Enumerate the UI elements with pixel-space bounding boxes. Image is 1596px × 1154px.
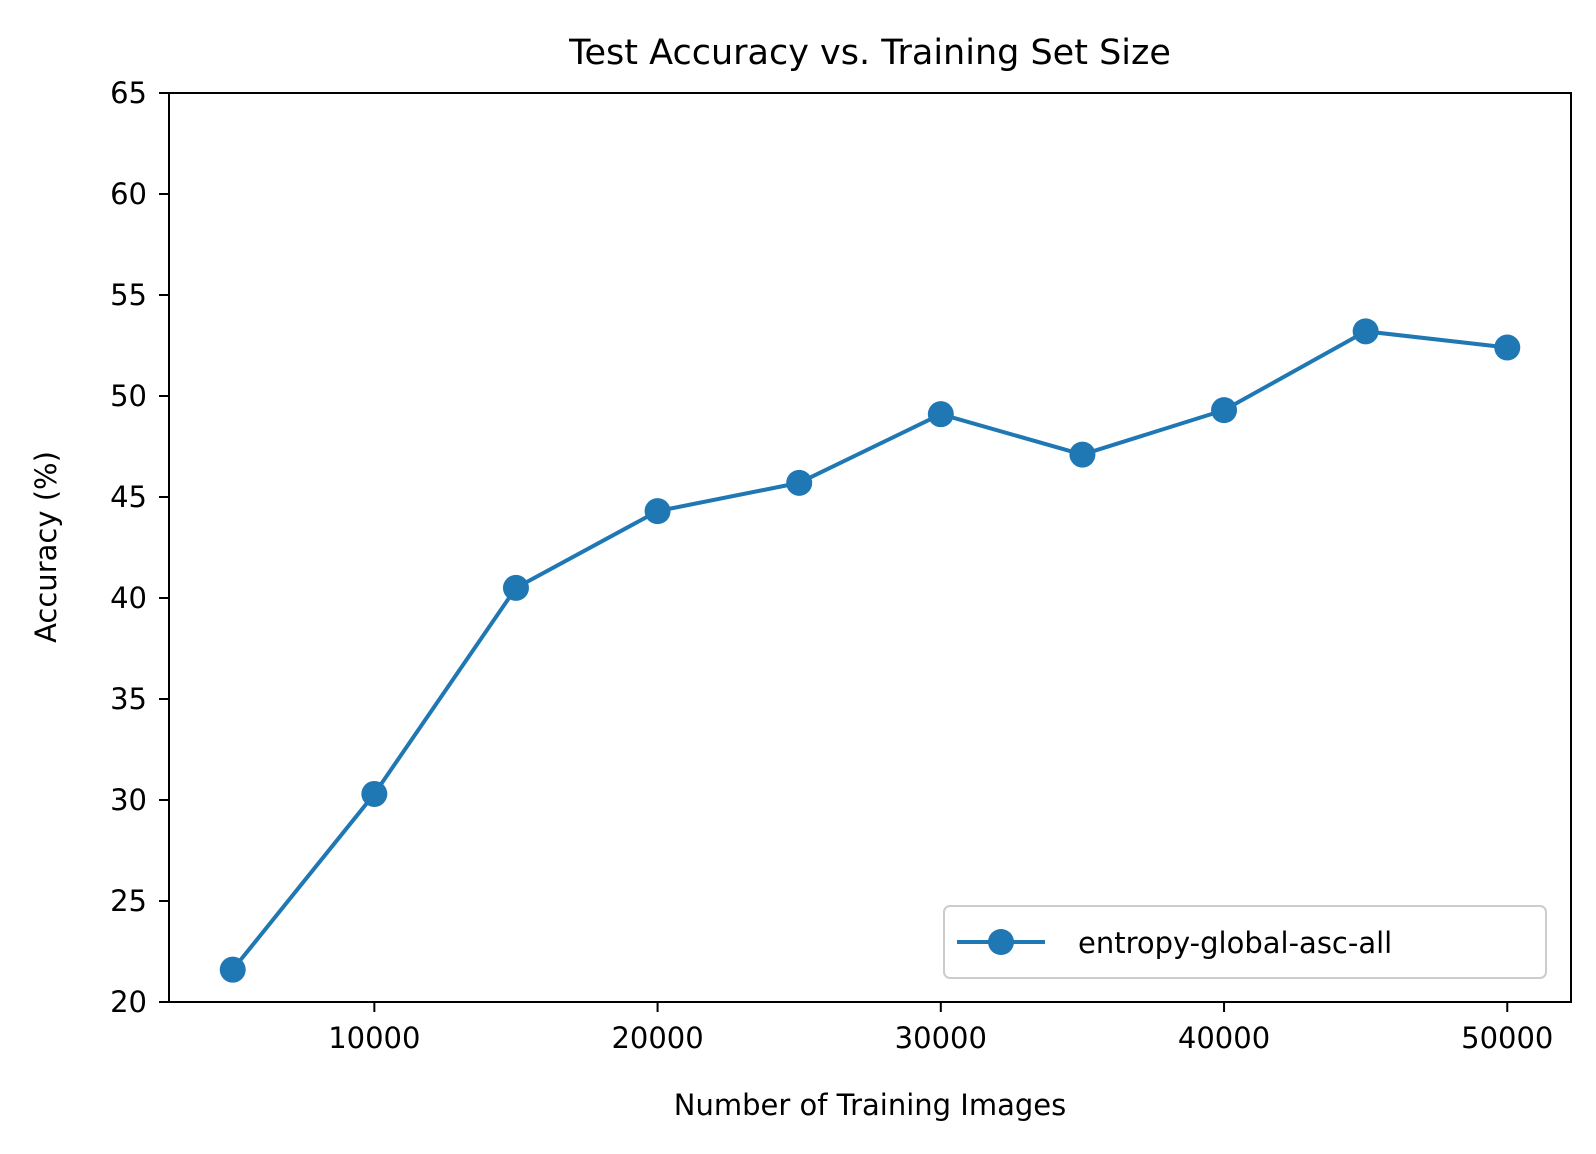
data-point: [361, 780, 388, 807]
y-tick-label: 60: [110, 177, 147, 211]
y-tick-label: 20: [110, 985, 147, 1019]
x-tick-label: 50000: [1461, 1021, 1553, 1055]
data-point: [644, 498, 671, 525]
legend-label: entropy-global-asc-all: [1078, 926, 1392, 960]
y-tick-label: 45: [110, 480, 147, 514]
y-tick-label: 40: [110, 581, 147, 615]
chart-title: Test Accuracy vs. Training Set Size: [568, 33, 1171, 73]
y-axis-title: Accuracy (%): [29, 451, 63, 643]
y-tick-label: 30: [110, 783, 147, 817]
y-axis-ticks: 20 25 30 35 40 45 50 55 60 65: [110, 76, 169, 1019]
x-axis-title: Number of Training Images: [674, 1088, 1066, 1122]
y-tick-label: 35: [110, 682, 147, 716]
data-point: [502, 574, 529, 601]
data-point: [1494, 334, 1521, 361]
data-point: [927, 401, 954, 428]
data-point: [786, 469, 813, 496]
plot-area: [219, 318, 1521, 983]
legend-box: [943, 905, 1547, 979]
axes-frame: [168, 92, 1572, 1003]
data-point: [219, 956, 246, 983]
series-line: [231, 329, 1508, 971]
y-tick-label: 65: [110, 76, 147, 110]
legend-marker-sample: [988, 929, 1014, 955]
legend: entropy-global-asc-all: [943, 905, 1547, 979]
y-tick-label: 55: [110, 278, 147, 312]
data-point: [1352, 318, 1379, 345]
x-tick-label: 30000: [895, 1021, 987, 1055]
x-axis-ticks: 10000 20000 30000 40000 50000: [328, 1002, 1553, 1055]
x-tick-label: 40000: [1178, 1021, 1270, 1055]
data-point: [1069, 441, 1096, 468]
y-tick-label: 50: [110, 379, 147, 413]
x-tick-label: 10000: [328, 1021, 420, 1055]
x-tick-label: 20000: [611, 1021, 703, 1055]
y-tick-label: 25: [110, 884, 147, 918]
data-point: [1211, 397, 1238, 424]
